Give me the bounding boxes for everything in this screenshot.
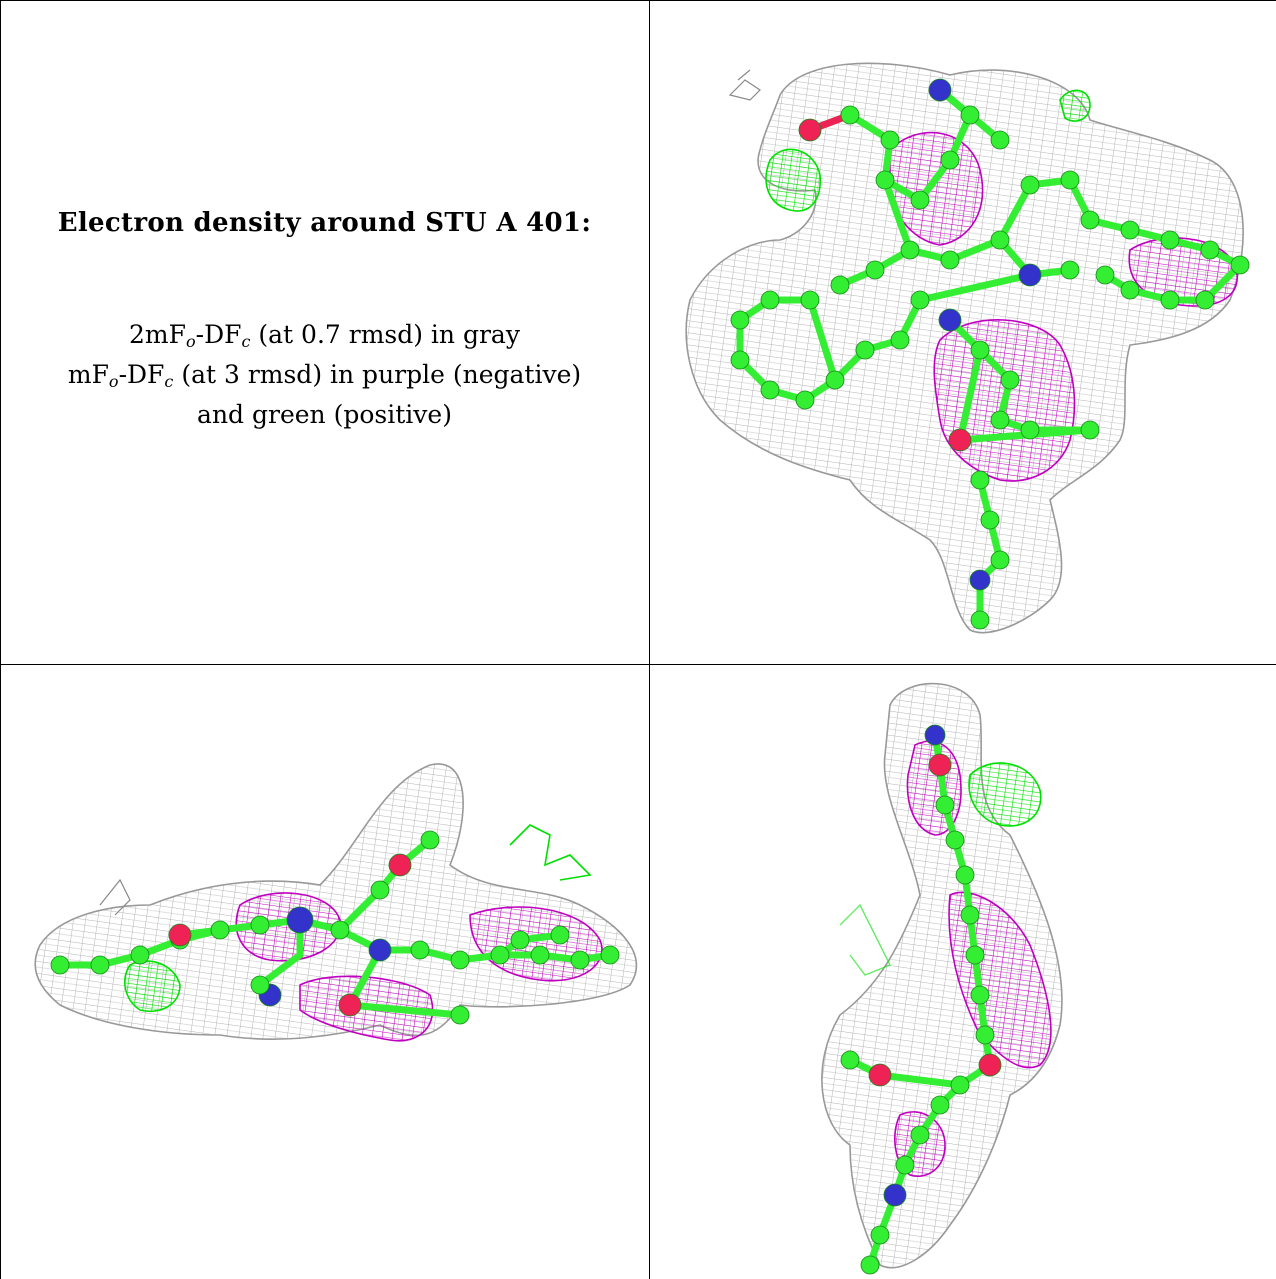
border-top [0,0,649,1]
positive-mesh-side-1 [124,960,181,1012]
legend-2-rest: (at 3 rmsd) in purple (negative) [173,360,582,389]
ligand-atoms-edge [840,724,1002,1275]
ligand-atoms-top [730,78,1250,630]
legend-line-2: mFo-DFc (at 3 rmsd) in purple (negative) [0,358,649,398]
caption-legend: 2mFo-DFc (at 0.7 rmsd) in gray mFo-DFc (… [0,318,649,431]
legend-1-mid: -DF [195,320,242,349]
legend-2-mid: -DF [118,360,165,389]
negative-mesh-side-1 [235,892,342,962]
legend-1-sub2: c [241,332,251,351]
density-render-edge [821,682,1063,1275]
density-render-side [34,763,638,1042]
legend-line-1: 2mFo-DFc (at 0.7 rmsd) in gray [0,318,649,358]
divider-horizontal [0,664,1276,665]
legend-2-sub2: c [164,372,174,391]
positive-mesh-2 [1059,89,1091,122]
caption-cell: Electron density around STU A 401: 2mFo-… [0,0,649,664]
legend-line-3: and green (positive) [197,400,452,429]
gray-mesh-envelope-side [34,763,638,1040]
legend-1-rest: (at 0.7 rmsd) in gray [250,320,520,349]
border-top-right [650,0,1276,1]
border-left [0,0,1,1279]
caption: Electron density around STU A 401: 2mFo-… [0,0,649,664]
legend-1-base: 2mF [129,320,186,349]
density-view-edge [650,665,1276,1279]
legend-1-sub1: o [185,332,196,351]
ligand-atoms-side [50,830,620,1025]
caption-title: Electron density around STU A 401: [57,208,592,238]
legend-2-base: mF [67,360,109,389]
density-view-top [650,0,1276,664]
positive-mesh-edge-1 [968,762,1042,827]
legend-2-sub1: o [108,372,119,391]
positive-mesh-1 [765,148,821,212]
density-view-side [0,665,649,1279]
density-render-top [685,62,1250,634]
divider-vertical [649,0,650,1279]
